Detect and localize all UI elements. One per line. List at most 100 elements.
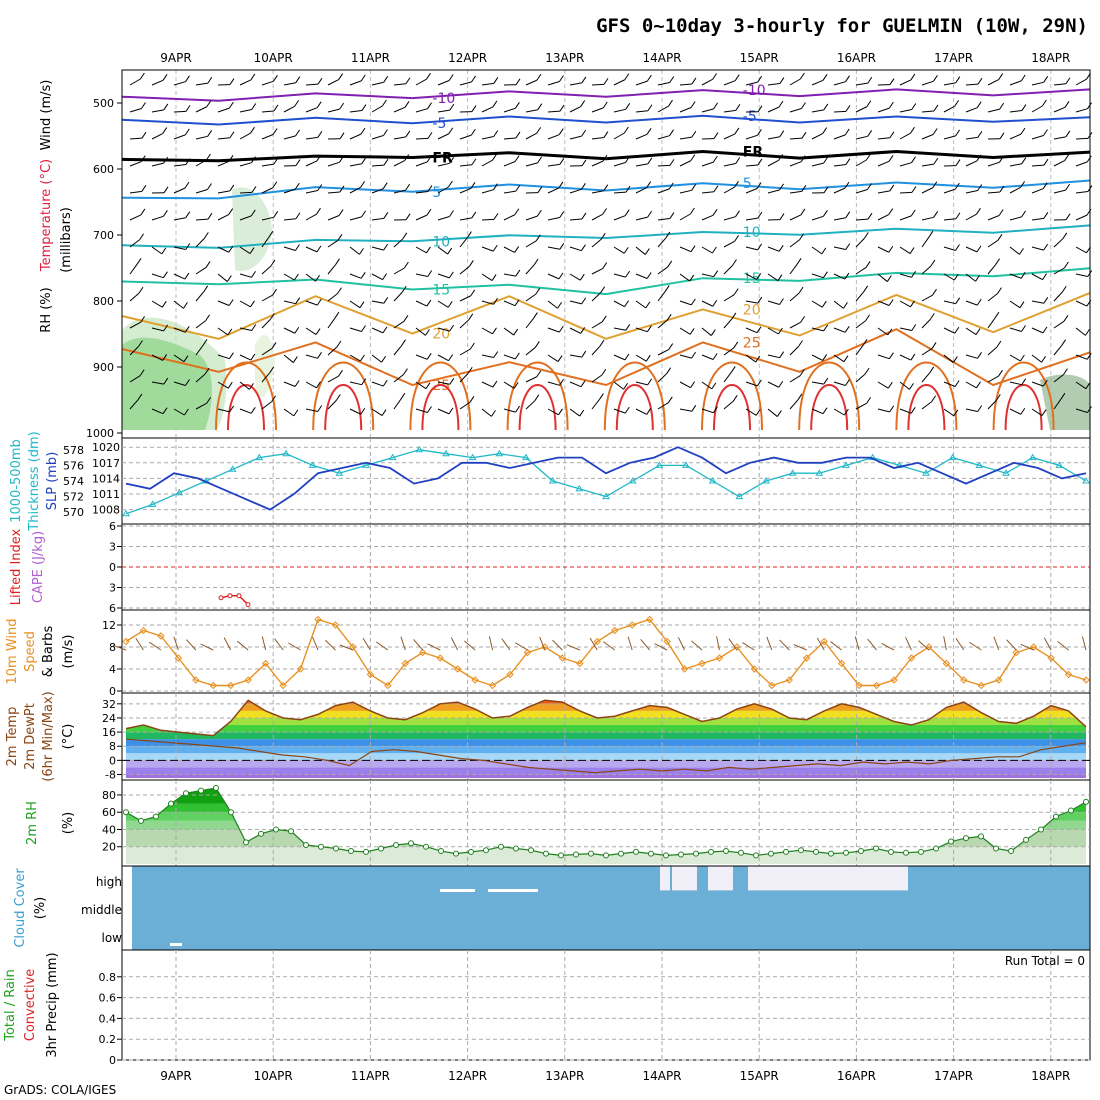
wind-barb (295, 297, 301, 304)
wind-barb (349, 273, 362, 279)
wind-barb (151, 354, 163, 361)
wind-barb (657, 237, 667, 248)
wind-barb (977, 77, 983, 85)
wind-barb (491, 410, 496, 417)
wind-barb (151, 273, 164, 279)
wind-barb (236, 640, 249, 651)
y-tick-label: 1020 (92, 441, 120, 454)
wind-barb (767, 136, 780, 140)
series-marker (442, 449, 450, 457)
wind-barb (613, 246, 625, 254)
panel-ylabel: (millibars) (59, 207, 74, 273)
rh-band (126, 820, 1086, 830)
wind-barb (811, 79, 824, 86)
wind-barb (899, 132, 911, 140)
panel-ylabel: Wind (m/s) (39, 80, 54, 151)
wind-barb (481, 106, 494, 113)
wind-barb (1031, 105, 1043, 113)
wind-barb (995, 258, 1000, 265)
wind-barb (701, 246, 713, 254)
wind-barb (1060, 392, 1066, 400)
wind-barb (569, 82, 582, 86)
wind-barb (415, 191, 428, 194)
panel-ylabel: (%) (33, 897, 48, 920)
wind-barb (1031, 273, 1043, 281)
wind-barb (1053, 189, 1066, 194)
wind-barb (401, 285, 407, 293)
wind-barb (360, 74, 366, 82)
wind-barb (954, 326, 960, 334)
series-marker (245, 602, 251, 608)
wind-barb (713, 132, 719, 139)
wind-barb (173, 354, 185, 363)
series-marker (855, 681, 863, 690)
wind-barb (205, 153, 211, 161)
warm-contour (506, 361, 569, 431)
wind-barb (1053, 160, 1065, 167)
wind-barb (710, 329, 716, 336)
wind-barb (830, 641, 842, 651)
warm-contour (1004, 384, 1043, 431)
wind-barb (789, 239, 800, 248)
wind-barb (206, 100, 212, 108)
wind-barb (877, 300, 890, 306)
wind-barb (426, 155, 432, 163)
wind-barb (844, 326, 850, 333)
series-marker (663, 637, 671, 646)
wind-barb (928, 230, 934, 238)
series-marker (682, 461, 690, 468)
wind-barb (855, 373, 866, 383)
wind-barb (305, 327, 317, 335)
wind-barb (173, 300, 184, 309)
clear-patch (660, 866, 670, 891)
wind-barb (955, 212, 961, 220)
wind-barb (1043, 129, 1048, 136)
wind-barb (317, 77, 323, 85)
series-line (125, 699, 1087, 737)
wind-barb (909, 247, 915, 254)
wind-barb (965, 160, 978, 167)
wind-barb (977, 352, 982, 359)
wind-barb (223, 637, 232, 651)
wind-barb (349, 408, 362, 415)
wind-barb (459, 237, 468, 248)
wind-barb (503, 214, 516, 221)
wind-barb (999, 102, 1005, 110)
wind-barb (327, 375, 339, 383)
cloud-level-label: low (102, 931, 123, 945)
wind-barb (537, 103, 543, 110)
isotherm-label: -5 (743, 109, 757, 125)
wind-barb (1009, 327, 1022, 332)
series-marker (483, 847, 489, 854)
series-marker (468, 848, 474, 855)
wind-barb (918, 640, 930, 651)
wind-barb (173, 408, 185, 416)
wind-barb (1085, 329, 1090, 336)
wind-barb (1009, 273, 1022, 279)
wind-barb (756, 326, 762, 333)
warm-contour (603, 361, 666, 431)
wind-barb (547, 300, 558, 309)
wind-barb (756, 182, 762, 189)
wind-barb (239, 109, 252, 113)
top-date-label: 10APR (254, 51, 293, 65)
series-marker (762, 477, 770, 484)
wind-barb (261, 265, 272, 275)
wind-barb (845, 158, 851, 165)
wind-barb (195, 189, 208, 194)
wind-barb (1031, 81, 1044, 86)
wind-barb (533, 258, 539, 266)
wind-barb (987, 400, 997, 410)
wind-barb (711, 246, 717, 254)
wind-barb (459, 266, 470, 275)
wind-barb (294, 100, 300, 107)
wind-barb (905, 637, 912, 651)
panel-ylabel: RH (%) (39, 287, 54, 332)
wind-barb (767, 354, 780, 359)
series-marker (401, 659, 409, 668)
series-marker (715, 654, 724, 662)
wind-barb (723, 163, 736, 167)
wind-barb (312, 636, 319, 651)
wind-barb (757, 243, 763, 251)
wind-barb (371, 381, 384, 387)
